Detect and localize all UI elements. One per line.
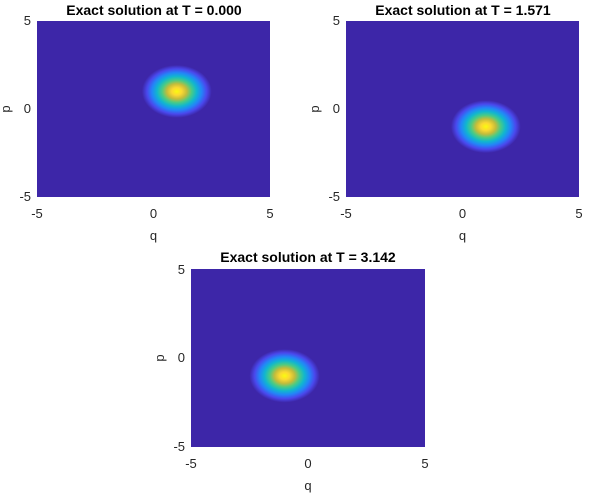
- subplot-2-peak-blob: [450, 100, 521, 153]
- subplot-3-ytick-bottom: -5: [173, 439, 185, 454]
- subplot-3-ytick-top: 5: [178, 262, 185, 277]
- subplot-2: Exact solution at T = 1.571 -5 0 5 -5 0 …: [307, 2, 583, 243]
- subplot-1-plot-area: [37, 21, 270, 197]
- subplot-1-xtick-left: -5: [31, 206, 43, 221]
- subplot-3-xtick-mid: 0: [304, 456, 311, 471]
- subplot-1-ylabel: p: [0, 105, 13, 112]
- subplot-1-xtick-mid: 0: [150, 206, 157, 221]
- subplot-2-title: Exact solution at T = 1.571: [375, 2, 551, 18]
- subplot-2-xtick-left: -5: [340, 206, 352, 221]
- subplot-2-ylabel: p: [307, 105, 322, 112]
- subplot-1-title: Exact solution at T = 0.000: [66, 2, 242, 18]
- subplot-2-xtick-mid: 0: [459, 206, 466, 221]
- subplot-1-peak-blob: [141, 65, 212, 118]
- subplot-2-ytick-top: 5: [333, 13, 340, 28]
- subplot-3: Exact solution at T = 3.142 -5 0 5 -5 0 …: [152, 249, 429, 493]
- subplot-1-xlabel: q: [150, 228, 157, 243]
- subplot-3-ylabel: p: [152, 354, 167, 361]
- subplot-1: Exact solution at T = 0.000 -5 0 5 -5 0 …: [0, 2, 274, 243]
- subplot-3-xtick-left: -5: [185, 456, 197, 471]
- subplot-2-ytick-mid: 0: [333, 101, 340, 116]
- subplot-1-xtick-right: 5: [266, 206, 273, 221]
- subplot-3-ytick-mid: 0: [178, 350, 185, 365]
- subplot-3-xtick-right: 5: [421, 456, 428, 471]
- subplot-3-peak-blob: [249, 349, 320, 403]
- subplot-3-xlabel: q: [304, 478, 311, 493]
- subplot-3-plot-area: [191, 269, 425, 447]
- subplot-2-xlabel: q: [459, 228, 466, 243]
- subplot-2-plot-area: [346, 21, 579, 197]
- subplot-2-xtick-right: 5: [575, 206, 582, 221]
- subplot-2-ytick-bottom: -5: [328, 189, 340, 204]
- subplot-1-ytick-top: 5: [24, 13, 31, 28]
- subplot-3-title: Exact solution at T = 3.142: [220, 249, 396, 265]
- subplot-1-ytick-mid: 0: [24, 101, 31, 116]
- subplot-1-ytick-bottom: -5: [19, 189, 31, 204]
